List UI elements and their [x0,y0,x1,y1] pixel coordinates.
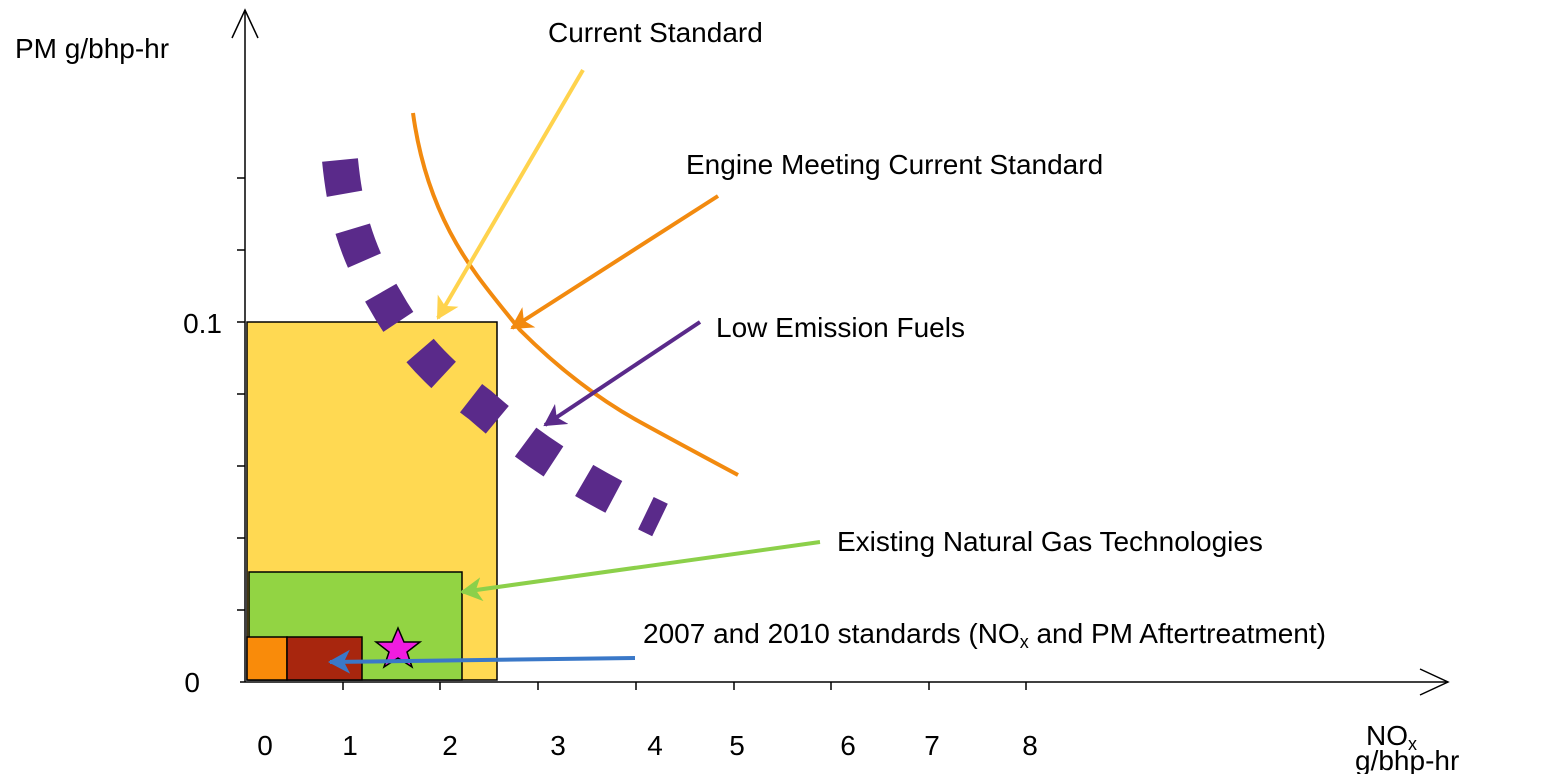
axes: PM g/bhp-hr 0.1 0 0 1 2 3 4 5 6 7 8 NOx … [15,8,1459,774]
star [373,626,423,669]
annotation: Engine Meeting Current Standard [686,149,1103,180]
x-ticks [342,682,1027,690]
y-arrow [231,8,259,39]
regions [246,321,498,681]
engine-curve [411,112,739,477]
x-tick-label: 1 [342,730,358,761]
annotation: Existing Natural Gas Technologies [837,526,1263,557]
x-tick-label: 3 [550,730,566,761]
x-tick-label: 0 [257,730,273,761]
low-emission-curve [322,158,668,537]
arrow [436,68,585,320]
y-ticks [237,177,245,611]
x-tick-label: 2 [442,730,458,761]
text: 2007 and 2010 standards (NO [643,618,1020,649]
y-axis-label: PM g/bhp-hr [15,33,169,64]
curves [322,112,739,537]
arrow [328,649,636,674]
x-axis-unit: g/bhp-hr [1355,745,1459,774]
standard-2010-box [246,636,288,681]
text: NO [1366,720,1408,751]
annotation: Low Emission Fuels [716,312,965,343]
y-tick-label: 0.1 [183,308,222,339]
text: x [1408,734,1417,754]
y-tick-label: 0 [184,667,200,698]
arrow [510,194,720,330]
text: and PM Aftertreatment) [1029,618,1326,649]
annotations: Current Standard Engine Meeting Current … [548,17,1326,652]
arrows [328,68,821,674]
x-tick-label: 6 [840,730,856,761]
x-tick-label: 7 [924,730,940,761]
x-tick-label: 4 [647,730,663,761]
x-tick-label: 8 [1022,730,1038,761]
x-axis-label: NOx [1366,720,1417,754]
arrow [543,320,702,427]
annotation: Current Standard [548,17,763,48]
arrow [460,540,821,602]
text: x [1020,632,1029,652]
standard-2007-box [286,636,363,681]
x-arrow [1419,668,1450,696]
annotation: 2007 and 2010 standards (NOx and PM Afte… [643,618,1326,652]
x-tick-label: 5 [729,730,745,761]
